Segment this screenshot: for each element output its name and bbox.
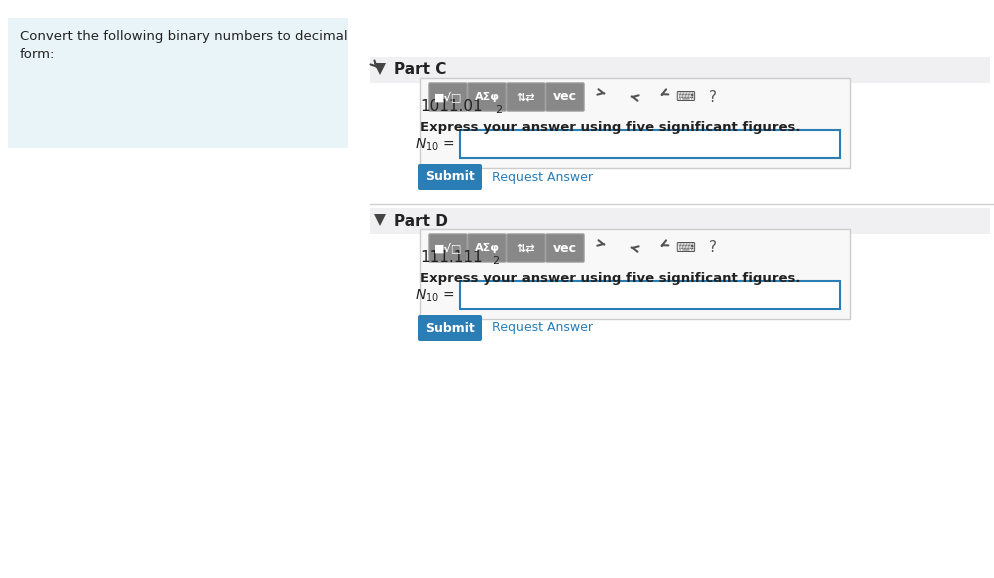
FancyBboxPatch shape — [420, 229, 850, 319]
FancyBboxPatch shape — [418, 315, 482, 341]
Text: 2: 2 — [495, 105, 502, 115]
Text: $N_{10}$ =: $N_{10}$ = — [415, 137, 454, 153]
FancyBboxPatch shape — [460, 130, 840, 158]
Text: 1011.01: 1011.01 — [420, 99, 483, 114]
FancyBboxPatch shape — [546, 83, 584, 111]
FancyBboxPatch shape — [546, 234, 584, 262]
FancyBboxPatch shape — [468, 234, 506, 262]
FancyBboxPatch shape — [429, 83, 467, 111]
Text: 111.111: 111.111 — [420, 250, 483, 265]
Text: Part C: Part C — [394, 62, 446, 77]
Text: ⌨: ⌨ — [675, 241, 695, 255]
Text: vec: vec — [553, 242, 577, 254]
Text: AΣφ: AΣφ — [474, 92, 500, 102]
Text: Part D: Part D — [394, 213, 448, 228]
FancyBboxPatch shape — [507, 83, 545, 111]
Text: AΣφ: AΣφ — [474, 243, 500, 253]
FancyBboxPatch shape — [370, 208, 990, 234]
FancyBboxPatch shape — [8, 18, 348, 148]
Text: Express your answer using five significant figures.: Express your answer using five significa… — [420, 272, 800, 285]
Text: ⇅⇄: ⇅⇄ — [517, 92, 536, 102]
Text: Express your answer using five significant figures.: Express your answer using five significa… — [420, 121, 800, 134]
Text: 2: 2 — [492, 256, 499, 266]
Text: ■√□: ■√□ — [433, 243, 462, 253]
FancyBboxPatch shape — [468, 83, 506, 111]
FancyBboxPatch shape — [418, 164, 482, 190]
FancyBboxPatch shape — [420, 78, 850, 168]
Text: ?: ? — [709, 90, 717, 105]
Text: Submit: Submit — [425, 171, 475, 183]
FancyBboxPatch shape — [429, 234, 467, 262]
FancyBboxPatch shape — [460, 281, 840, 309]
Text: Request Answer: Request Answer — [492, 321, 593, 335]
Text: vec: vec — [553, 91, 577, 103]
Text: ⇅⇄: ⇅⇄ — [517, 243, 536, 253]
Text: ?: ? — [709, 240, 717, 255]
Text: ⌨: ⌨ — [675, 90, 695, 104]
Text: Request Answer: Request Answer — [492, 171, 593, 183]
FancyBboxPatch shape — [370, 57, 990, 83]
Polygon shape — [374, 63, 386, 75]
Polygon shape — [374, 214, 386, 226]
FancyBboxPatch shape — [507, 234, 545, 262]
Text: Convert the following binary numbers to decimal
form:: Convert the following binary numbers to … — [20, 30, 348, 61]
Text: Submit: Submit — [425, 321, 475, 335]
Text: ■√□: ■√□ — [433, 92, 462, 102]
Text: $N_{10}$ =: $N_{10}$ = — [415, 288, 454, 304]
